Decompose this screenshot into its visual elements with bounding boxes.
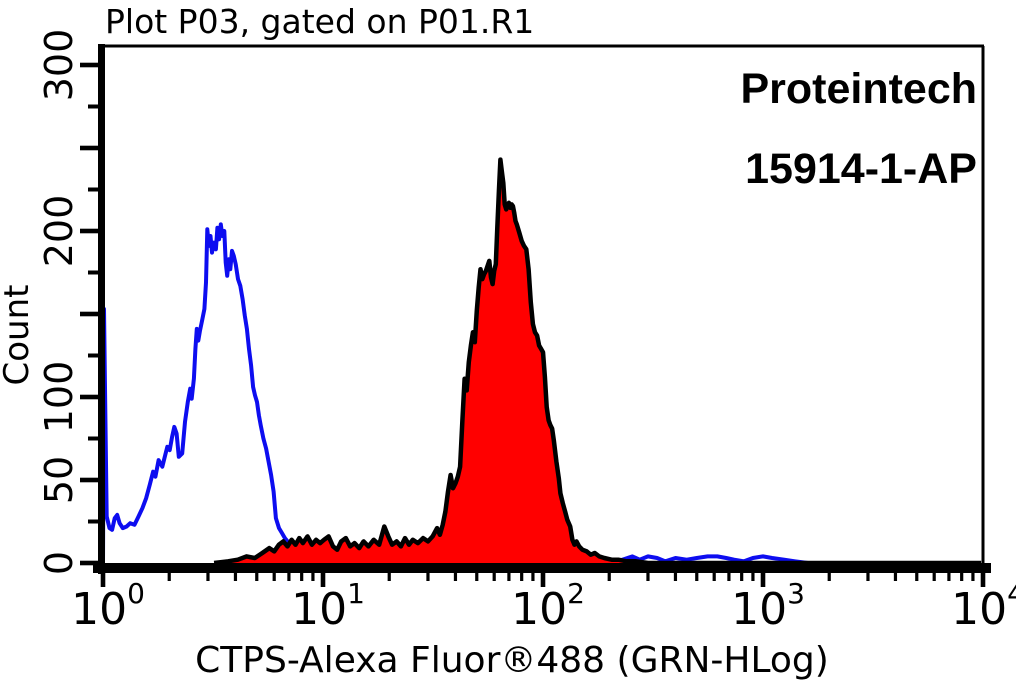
y-minor-tick bbox=[88, 104, 98, 109]
x-minor-tick bbox=[475, 573, 479, 581]
x-minor-tick bbox=[915, 573, 919, 581]
x-minor-tick bbox=[646, 573, 650, 581]
tick-labels: 0 50 100 200 300 100 101 102 103 104 bbox=[37, 29, 1016, 635]
x-axis-label: CTPS-Alexa Fluor®488 (GRN-HLog) bbox=[195, 640, 829, 681]
y-major-tick bbox=[80, 394, 98, 400]
x-tick-label: 101 bbox=[291, 577, 365, 635]
y-minor-tick bbox=[88, 270, 98, 275]
x-minor-tick bbox=[206, 573, 210, 581]
y-major-tick bbox=[80, 228, 98, 234]
y-tick-label: 100 bbox=[37, 361, 81, 434]
y-minor-tick bbox=[88, 436, 98, 441]
y-major-tick bbox=[80, 62, 98, 68]
x-minor-tick bbox=[932, 573, 936, 581]
x-minor-tick bbox=[827, 573, 831, 581]
axes bbox=[80, 44, 991, 587]
x-major-tick bbox=[980, 573, 986, 587]
x-minor-tick bbox=[712, 573, 716, 581]
y-minor-tick bbox=[88, 353, 98, 358]
y-tick-label: 200 bbox=[37, 195, 81, 268]
x-minor-tick bbox=[453, 573, 458, 581]
x-tick-label: 104 bbox=[951, 577, 1016, 635]
plot-frame bbox=[101, 44, 985, 572]
x-minor-tick bbox=[893, 573, 898, 581]
x-minor-tick bbox=[520, 573, 524, 581]
y-major-tick bbox=[80, 560, 98, 566]
x-minor-tick bbox=[960, 573, 964, 581]
x-minor-tick bbox=[971, 573, 975, 581]
x-major-tick bbox=[540, 573, 546, 587]
x-minor-tick bbox=[673, 573, 678, 581]
control-curve-blue bbox=[101, 222, 979, 565]
plot-title: Plot P03, gated on P01.R1 bbox=[105, 2, 534, 41]
sample-area-red bbox=[214, 159, 982, 563]
y-major-tick bbox=[80, 145, 98, 151]
y-major-tick bbox=[80, 311, 98, 317]
y-major-tick bbox=[80, 477, 98, 483]
y-axis-label: Count bbox=[0, 285, 37, 386]
x-minor-tick bbox=[272, 573, 276, 581]
x-minor-tick bbox=[751, 573, 755, 581]
y-minor-tick bbox=[88, 187, 98, 192]
x-minor-tick bbox=[311, 573, 315, 581]
x-major-tick bbox=[760, 573, 766, 587]
histogram-curves bbox=[101, 157, 982, 566]
x-minor-tick bbox=[740, 573, 744, 581]
x-minor-tick bbox=[695, 573, 699, 581]
x-tick-label: 103 bbox=[731, 577, 805, 635]
x-minor-tick bbox=[607, 573, 611, 581]
x-minor-tick bbox=[300, 573, 304, 581]
x-minor-tick bbox=[387, 573, 391, 581]
x-minor-tick bbox=[287, 573, 291, 581]
x-major-tick bbox=[100, 573, 106, 587]
sample-outline-black bbox=[213, 157, 982, 566]
x-minor-tick bbox=[492, 573, 496, 581]
brand-name: Proteintech bbox=[740, 65, 977, 113]
x-minor-tick bbox=[167, 573, 171, 581]
x-major-tick bbox=[320, 573, 326, 587]
x-minor-tick bbox=[531, 573, 535, 581]
x-tick-label: 100 bbox=[71, 577, 145, 635]
y-minor-tick bbox=[88, 519, 98, 524]
y-tick-label: 0 bbox=[37, 551, 81, 575]
x-minor-tick bbox=[507, 573, 511, 581]
x-minor-tick bbox=[947, 573, 951, 581]
x-minor-tick bbox=[426, 573, 430, 581]
x-minor-tick bbox=[866, 573, 870, 581]
y-tick-label: 50 bbox=[37, 456, 81, 504]
catalog-number: 15914-1-AP bbox=[745, 145, 977, 193]
x-tick-label: 102 bbox=[511, 577, 585, 635]
x-axis-line bbox=[93, 563, 991, 573]
x-minor-tick bbox=[727, 573, 731, 581]
x-minor-tick bbox=[255, 573, 259, 581]
x-minor-tick bbox=[233, 573, 238, 581]
y-tick-label: 300 bbox=[37, 29, 81, 102]
y-axis-line bbox=[98, 44, 105, 574]
